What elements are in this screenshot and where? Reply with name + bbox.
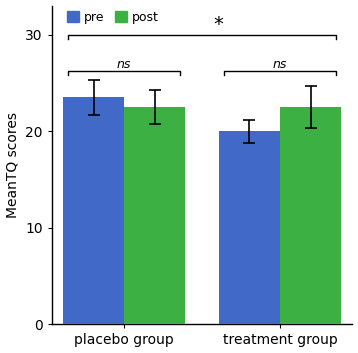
Y-axis label: MeanTQ scores: MeanTQ scores [6,112,20,218]
Bar [219,131,280,324]
Text: *: * [214,15,224,34]
Text: ns: ns [117,58,131,71]
Legend: pre, post: pre, post [64,8,161,26]
Bar [280,107,341,324]
Bar [124,107,185,324]
Bar [63,97,124,324]
Text: ns: ns [273,58,287,71]
